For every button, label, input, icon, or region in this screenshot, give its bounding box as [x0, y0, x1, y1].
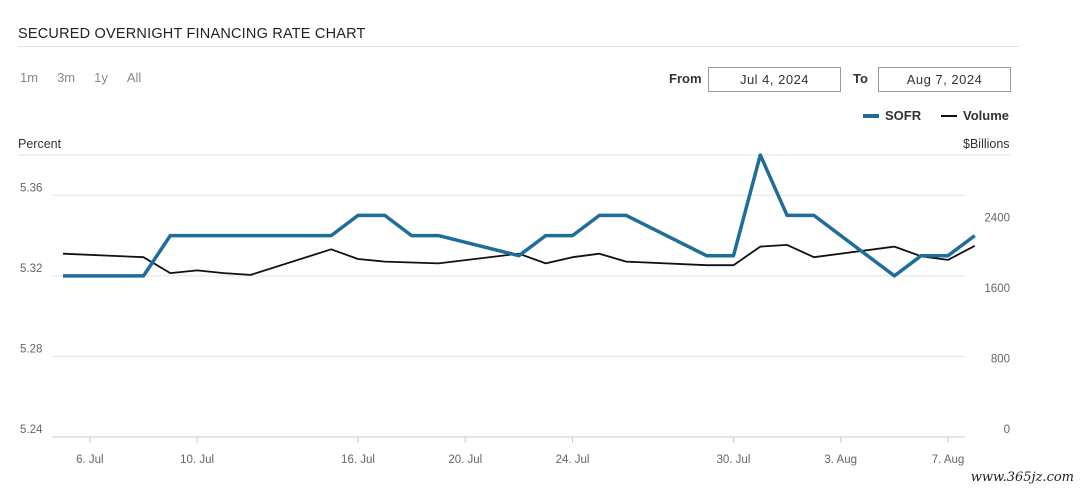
- legend-item-volume[interactable]: Volume: [941, 108, 1009, 123]
- left-tick-label-0: 5.24: [20, 424, 43, 436]
- left-tick-label-2: 5.32: [20, 263, 42, 275]
- left-tick-label-3: 5.36: [20, 182, 42, 194]
- right-tick-label-2: 1600: [984, 283, 1010, 295]
- x-tick-label-4: 24. Jul: [556, 454, 590, 466]
- right-tick-label-0: 0: [1004, 424, 1010, 436]
- range-selector: 1m 3m 1y All: [20, 70, 160, 85]
- range-all-button[interactable]: All: [126, 70, 142, 85]
- range-3m-button[interactable]: 3m: [57, 70, 76, 85]
- x-tick-label-7: 7. Aug: [932, 454, 965, 466]
- x-tick-label-2: 16. Jul: [341, 454, 375, 466]
- watermark: www.365jz.com: [970, 470, 1074, 485]
- series-line-volume: [62, 243, 976, 276]
- range-1y-button[interactable]: 1y: [94, 70, 108, 85]
- right-tick-label-3: 2400: [984, 213, 1010, 225]
- to-date-input[interactable]: [878, 67, 1011, 92]
- from-label: From: [669, 71, 702, 86]
- chart-title: SECURED OVERNIGHT FINANCING RATE CHART: [18, 26, 366, 42]
- legend-item-sofr[interactable]: SOFR: [863, 108, 921, 123]
- to-label: To: [853, 71, 868, 86]
- x-tick-label-6: 3. Aug: [824, 454, 857, 466]
- sofr-swatch: [863, 113, 879, 118]
- x-tick-label-1: 10. Jul: [180, 454, 214, 466]
- x-tick-label-3: 20. Jul: [448, 454, 482, 466]
- volume-swatch: [941, 114, 957, 117]
- range-1m-button[interactable]: 1m: [20, 70, 39, 85]
- series-line-sofr: [63, 153, 976, 278]
- right-axis-label: $Billions: [963, 137, 1010, 151]
- from-date-input[interactable]: [708, 67, 841, 92]
- left-tick-label-1: 5.28: [20, 343, 42, 355]
- left-axis-label: Percent: [18, 137, 62, 151]
- legend-label-sofr: SOFR: [885, 108, 922, 123]
- x-tick-label-5: 30. Jul: [717, 454, 751, 466]
- right-tick-label-1: 800: [991, 354, 1010, 366]
- title-divider: [18, 46, 1020, 47]
- legend-label-volume: Volume: [963, 108, 1009, 123]
- x-tick-label-0: 6. Jul: [76, 454, 104, 466]
